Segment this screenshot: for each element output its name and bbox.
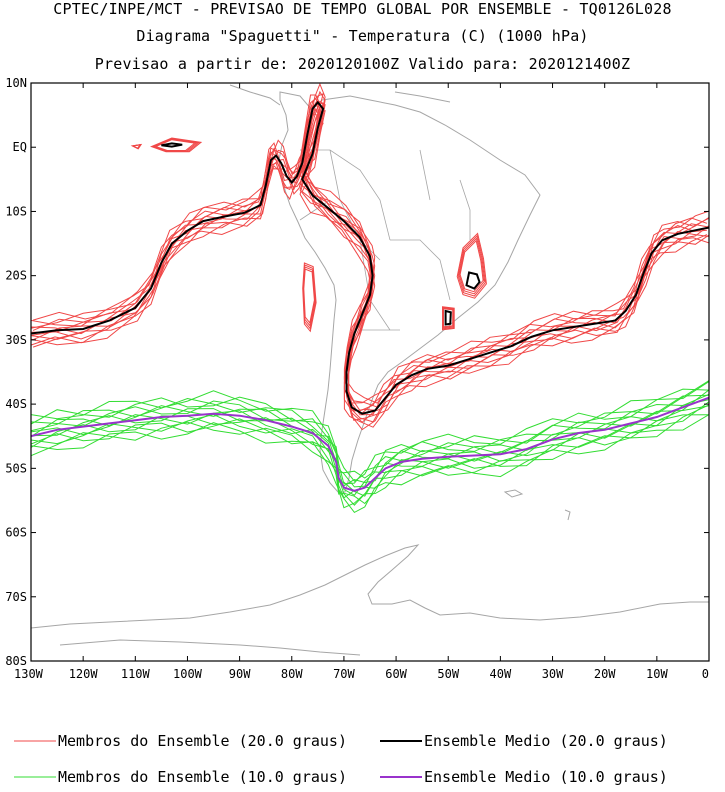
member-contour-10-10 xyxy=(31,380,709,485)
legend-label: Membros do Ensemble (10.0 graus) xyxy=(58,768,347,786)
member-contour-20-8 xyxy=(31,102,709,414)
member-contour-20-9 xyxy=(32,90,709,408)
title-line-3: Previsao a partir de: 2020120100Z Valido… xyxy=(94,55,631,73)
legend-label: Ensemble Medio (20.0 graus) xyxy=(424,732,668,750)
member-contour-10-4 xyxy=(31,401,709,506)
antarctica-coastline xyxy=(31,544,709,629)
contour-layer xyxy=(31,83,709,514)
lon-label: 30W xyxy=(542,667,564,681)
member-closed-contour-4-1 xyxy=(459,239,484,293)
lon-label: 90W xyxy=(229,667,251,681)
member-contour-10-1 xyxy=(31,414,709,514)
member-closed-contour-3-4 xyxy=(302,262,317,333)
member-contour-10-3 xyxy=(31,414,709,505)
lon-label: 60W xyxy=(385,667,407,681)
member-contour-20-2 xyxy=(31,112,709,431)
lat-label: 30S xyxy=(5,333,27,347)
member-contour-10-9 xyxy=(31,393,709,488)
lat-label: 40S xyxy=(5,397,27,411)
member-closed-contour-4-2 xyxy=(458,237,485,295)
lon-label: 20W xyxy=(594,667,616,681)
lat-label: 20S xyxy=(5,269,27,283)
title-line-1: CPTEC/INPE/MCT - PREVISAO DE TEMPO GLOBA… xyxy=(53,0,672,18)
lon-label: 100W xyxy=(173,667,203,681)
lat-label: 60S xyxy=(5,526,27,540)
lat-label: 10N xyxy=(5,76,27,90)
central-america-coastline xyxy=(229,84,281,106)
plot-frame xyxy=(30,82,710,662)
lon-label: 10W xyxy=(646,667,668,681)
member-contour-20-11 xyxy=(31,92,709,404)
lon-label: 80W xyxy=(281,667,303,681)
title-line-2: Diagrama "Spaguetti" - Temperatura (C) (… xyxy=(136,27,589,45)
lat-label: EQ xyxy=(13,140,27,154)
member-contour-20-7 xyxy=(31,97,707,416)
falkland-islands xyxy=(503,489,524,498)
legend-label: Ensemble Medio (10.0 graus) xyxy=(424,768,668,786)
lon-label: 70W xyxy=(333,667,355,681)
member-contour-20-12 xyxy=(32,83,709,404)
lon-label: 110W xyxy=(121,667,151,681)
lon-label: 50W xyxy=(437,667,459,681)
antarctic-islands xyxy=(59,639,361,656)
lat-label: 70S xyxy=(5,590,27,604)
member-contour-20-6 xyxy=(32,100,709,412)
member-closed-contour-5-4 xyxy=(442,306,455,331)
ensemble-mean-closed-contour-3 xyxy=(444,309,452,326)
member-contour-10-11 xyxy=(31,388,709,479)
caribbean-coastline xyxy=(394,91,451,103)
lon-label: 130W xyxy=(14,667,44,681)
member-closed-contour-2-4 xyxy=(150,137,203,153)
south-georgia xyxy=(564,509,571,521)
south-america-coastline xyxy=(278,91,541,493)
lat-label: 10S xyxy=(5,204,27,218)
land-outlines xyxy=(31,84,709,656)
legend-label: Membros do Ensemble (20.0 graus) xyxy=(58,732,347,750)
lon-label: 0 xyxy=(702,667,709,681)
country-borders xyxy=(299,149,471,331)
ensemble-mean-closed-contour-2 xyxy=(465,271,481,290)
member-contour-20-1 xyxy=(31,107,708,428)
lon-label: 120W xyxy=(69,667,99,681)
ensemble-mean-closed-contour-1 xyxy=(161,142,183,148)
member-contour-10-8 xyxy=(31,394,709,487)
legend: Membros do Ensemble (20.0 graus) Ensemble… xyxy=(14,732,668,786)
lon-label: 40W xyxy=(490,667,512,681)
member-closed-contour-2-2 xyxy=(152,138,199,152)
ensemble-mean-contour-10 xyxy=(31,396,709,492)
lat-label: 80S xyxy=(5,654,27,668)
member-contour-20-10 xyxy=(31,94,708,412)
lat-label: 50S xyxy=(5,461,27,475)
member-contour-20-4 xyxy=(31,101,707,423)
member-contour-10-12 xyxy=(31,381,709,482)
member-closed-contour-1-4 xyxy=(130,143,143,150)
ensemble-mean-contour-20 xyxy=(31,100,709,415)
member-closed-contour-4-4 xyxy=(456,232,487,299)
member-closed-contour-4-3 xyxy=(457,234,486,297)
member-closed-contour-2-3 xyxy=(151,138,201,152)
